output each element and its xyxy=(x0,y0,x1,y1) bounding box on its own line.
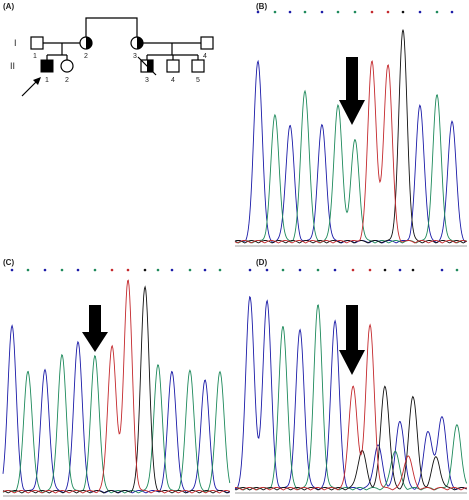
trace xyxy=(2,324,231,494)
panel-label: (B) xyxy=(256,2,267,11)
female xyxy=(60,59,74,73)
base-dot xyxy=(256,10,260,14)
base-dot xyxy=(418,10,422,14)
male-affected xyxy=(40,59,54,73)
mutation-arrow xyxy=(339,57,365,125)
base-dot xyxy=(248,268,252,272)
couple-line xyxy=(43,42,80,60)
base-dot xyxy=(435,10,439,14)
individual-label: 2 xyxy=(84,53,88,60)
pedigree: I II 1 2 3 4 1 2 xyxy=(10,17,214,97)
trace xyxy=(2,279,230,494)
individual-label: 1 xyxy=(33,53,37,60)
base-dot xyxy=(281,268,285,272)
trace xyxy=(235,323,467,491)
panel-label: (A) xyxy=(3,2,14,11)
base-dot xyxy=(336,10,340,14)
base-dot xyxy=(333,268,337,272)
individual-label: 3 xyxy=(145,77,149,84)
individual-label: 3 xyxy=(133,53,137,60)
base-dot xyxy=(298,268,302,272)
base-dot xyxy=(288,10,292,14)
individual-label: 1 xyxy=(45,77,49,84)
base-dot xyxy=(143,268,147,272)
proband-arrowhead xyxy=(33,77,41,85)
base-dot xyxy=(353,10,357,14)
proband-arrow xyxy=(21,79,39,97)
base-dot xyxy=(303,10,307,14)
individual-label: 4 xyxy=(203,53,207,60)
base-dot xyxy=(126,268,130,272)
base-dot xyxy=(370,10,374,14)
trace xyxy=(2,285,230,494)
male xyxy=(200,36,214,50)
base-dot xyxy=(93,268,97,272)
base-dot xyxy=(401,10,405,14)
carrier-fill xyxy=(137,37,143,49)
base-dot xyxy=(203,268,207,272)
base-dot xyxy=(26,268,30,272)
base-dot xyxy=(156,268,160,272)
chromatograms xyxy=(2,10,468,497)
mutation-arrow xyxy=(339,305,365,375)
base-dot xyxy=(455,268,459,272)
male xyxy=(166,59,180,73)
sibship-line xyxy=(85,17,138,37)
panel-label: (D) xyxy=(256,258,267,267)
base-dot xyxy=(450,10,454,14)
base-dot xyxy=(10,268,14,272)
male xyxy=(191,59,205,73)
trace xyxy=(234,295,467,491)
individual-label: 2 xyxy=(65,77,69,84)
male xyxy=(30,36,44,50)
panel-label: (C) xyxy=(3,258,14,267)
base-dot xyxy=(76,268,80,272)
base-dot xyxy=(218,268,222,272)
trace xyxy=(234,60,467,244)
base-dot xyxy=(351,268,355,272)
affected-fill xyxy=(147,60,153,72)
base-dot xyxy=(440,268,444,272)
base-dot xyxy=(411,268,415,272)
base-dot xyxy=(110,268,114,272)
trace xyxy=(234,89,467,244)
base-dot xyxy=(320,10,324,14)
base-dot xyxy=(273,10,277,14)
base-dot xyxy=(386,10,390,14)
individual-label: 4 xyxy=(171,77,175,84)
base-dot xyxy=(398,268,402,272)
mutation-arrow xyxy=(82,305,108,352)
base-dot xyxy=(188,268,192,272)
base-dot xyxy=(368,268,372,272)
deceased-mark xyxy=(137,56,157,76)
couple-line xyxy=(143,42,201,60)
base-dot xyxy=(316,268,320,272)
base-dot xyxy=(265,268,269,272)
carrier-fill xyxy=(86,37,92,49)
base-dot xyxy=(383,268,387,272)
base-dot xyxy=(60,268,64,272)
base-dot xyxy=(43,268,47,272)
generation-label: I xyxy=(14,38,17,48)
individual-label: 5 xyxy=(196,77,200,84)
generation-label: II xyxy=(10,61,15,71)
base-dot xyxy=(170,268,174,272)
